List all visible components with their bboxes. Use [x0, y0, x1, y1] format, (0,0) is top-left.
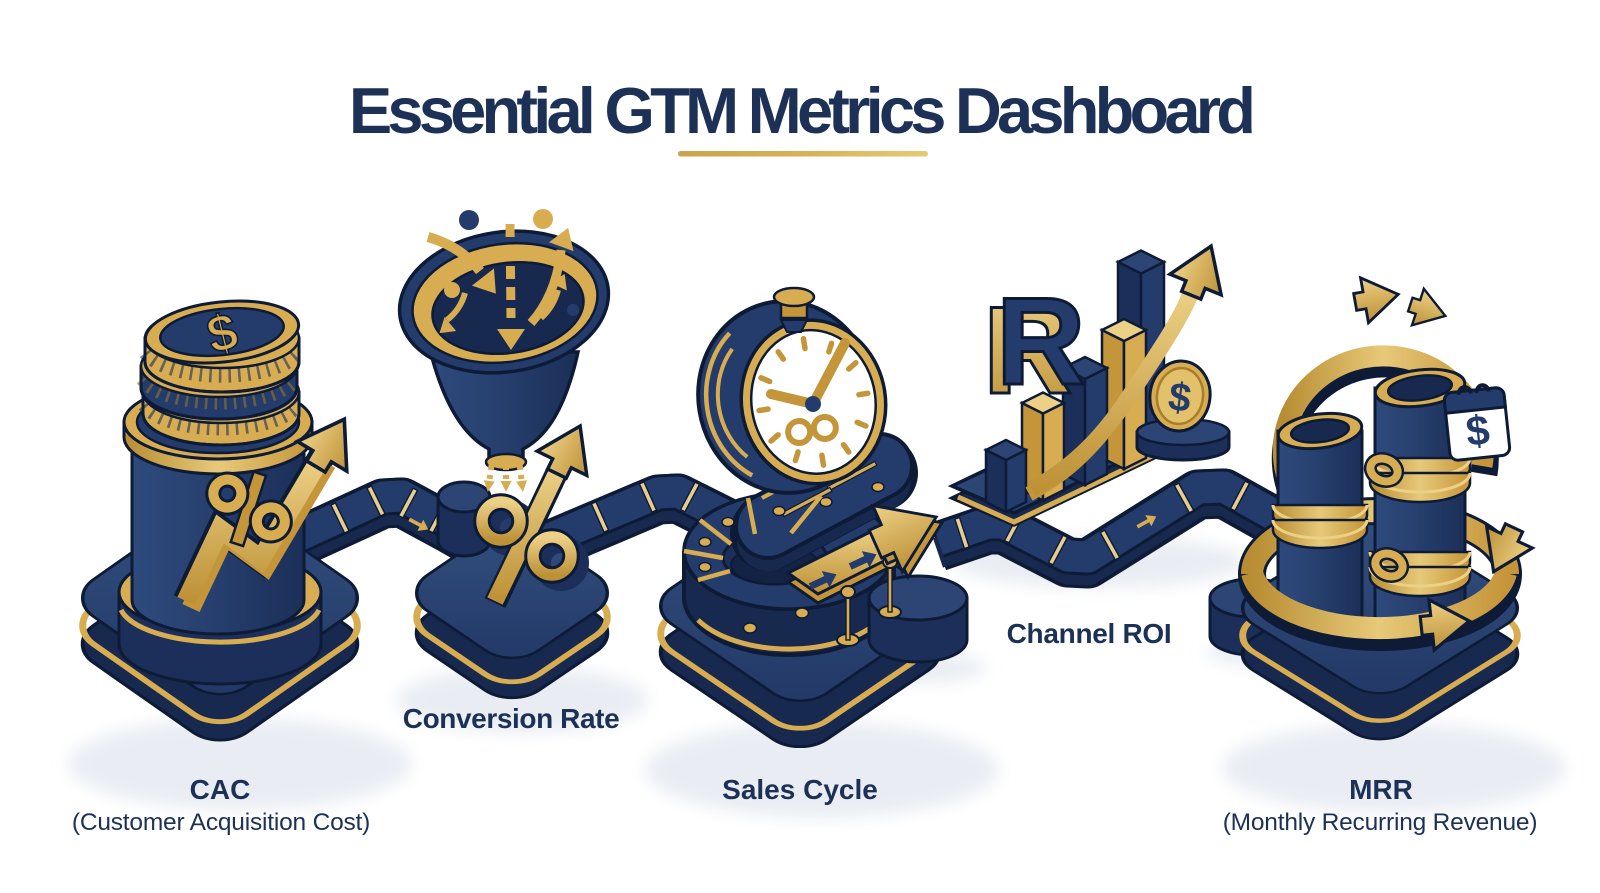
- svg-text:Channel ROI: Channel ROI: [1007, 618, 1172, 649]
- svg-text:MRR: MRR: [1349, 774, 1413, 805]
- svg-text:$: $: [1464, 406, 1492, 455]
- svg-text:(Customer Acquisition Cost): (Customer Acquisition Cost): [72, 809, 370, 836]
- svg-text:R: R: [996, 273, 1086, 411]
- svg-text:Sales Cycle: Sales Cycle: [722, 774, 878, 805]
- svg-text:Essential GTM Metrics Dashboar: Essential GTM Metrics Dashboard: [349, 74, 1252, 147]
- svg-text:Conversion Rate: Conversion Rate: [403, 703, 620, 734]
- svg-text:(Monthly Recurring Revenue): (Monthly Recurring Revenue): [1223, 809, 1538, 836]
- svg-text:CAC: CAC: [190, 774, 251, 805]
- svg-text:R: R: [983, 282, 1073, 420]
